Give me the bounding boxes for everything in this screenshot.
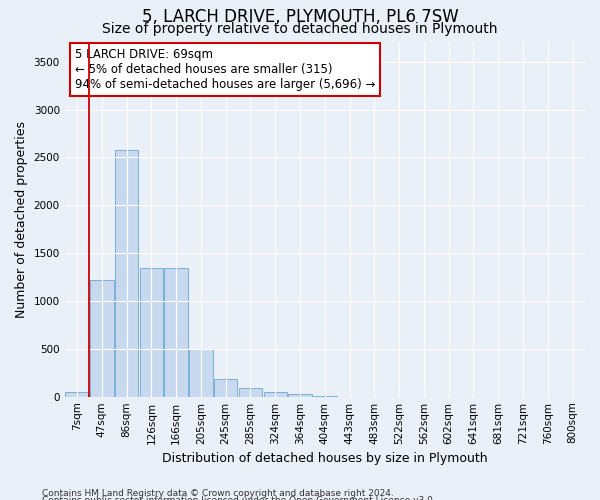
Bar [263, 392, 287, 396]
X-axis label: Distribution of detached houses by size in Plymouth: Distribution of detached houses by size … [162, 452, 488, 465]
Bar [140, 268, 163, 396]
Bar [288, 394, 312, 396]
Bar [90, 280, 113, 396]
Bar [189, 350, 213, 397]
Text: Contains HM Land Registry data © Crown copyright and database right 2024.: Contains HM Land Registry data © Crown c… [42, 488, 394, 498]
Bar [65, 392, 89, 396]
Bar [115, 150, 139, 396]
Text: 5, LARCH DRIVE, PLYMOUTH, PL6 7SW: 5, LARCH DRIVE, PLYMOUTH, PL6 7SW [142, 8, 458, 26]
Y-axis label: Number of detached properties: Number of detached properties [15, 121, 28, 318]
Text: 5 LARCH DRIVE: 69sqm
← 5% of detached houses are smaller (315)
94% of semi-detac: 5 LARCH DRIVE: 69sqm ← 5% of detached ho… [75, 48, 376, 91]
Text: Contains public sector information licensed under the Open Government Licence v3: Contains public sector information licen… [42, 496, 436, 500]
Bar [239, 388, 262, 396]
Bar [214, 379, 238, 396]
Bar [164, 268, 188, 396]
Text: Size of property relative to detached houses in Plymouth: Size of property relative to detached ho… [102, 22, 498, 36]
